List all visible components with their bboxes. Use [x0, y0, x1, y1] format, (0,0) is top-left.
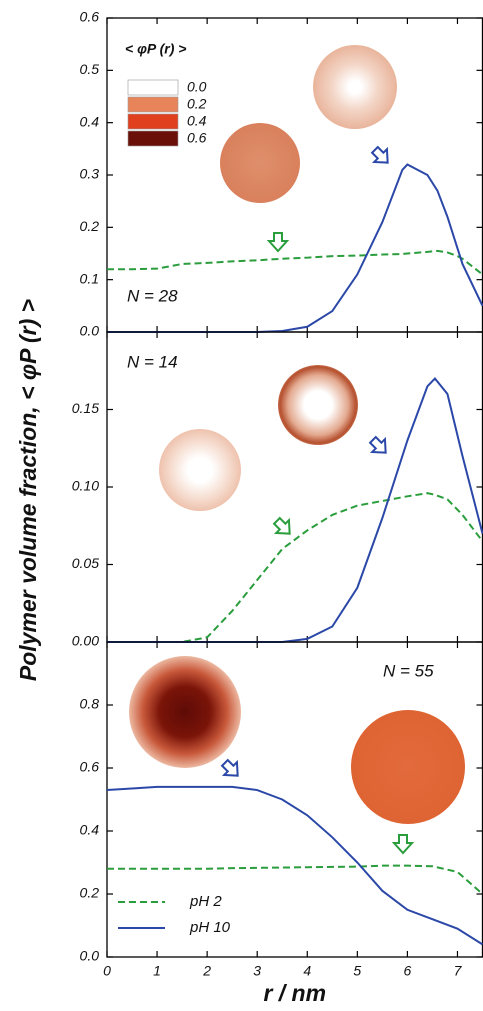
data-line	[106, 785, 483, 946]
density-image	[220, 123, 300, 203]
y-tick-label: 0.3	[80, 166, 100, 182]
data-line	[107, 492, 483, 643]
data-line	[107, 163, 483, 333]
x-tick-label: 2	[202, 963, 211, 979]
arrow	[391, 834, 415, 855]
arrow	[220, 758, 239, 777]
x-tick-label: 1	[153, 963, 161, 979]
y-tick-label: 0.4	[80, 113, 100, 129]
arrow	[368, 435, 387, 454]
x-tick-label: 3	[253, 963, 261, 979]
legend-label: pH 10	[189, 919, 231, 936]
density-image	[313, 45, 397, 129]
colorbar-swatch	[127, 130, 179, 147]
colorbar-label: 0.6	[187, 130, 207, 146]
y-tick-label: 0.0	[80, 323, 100, 339]
arrow	[370, 145, 389, 164]
y-tick-label: 0.4	[80, 822, 100, 838]
density-image	[278, 365, 358, 445]
colorbar-label: 0.0	[187, 79, 207, 95]
y-tick-label: 0.15	[72, 400, 99, 416]
x-tick-label: 4	[303, 963, 311, 979]
annotation: N = 28	[127, 286, 178, 305]
density-image	[159, 429, 241, 511]
y-tick-label: 0.05	[72, 555, 99, 571]
y-tick-label: 0.1	[80, 270, 99, 286]
x-tick-label: 5	[353, 963, 361, 979]
y-axis-label: Polymer volume fraction, < φP (r) >	[15, 299, 41, 681]
annotation: N = 55	[383, 661, 434, 680]
density-image	[129, 656, 241, 768]
y-tick-label: 0.6	[80, 9, 100, 25]
colorbar-label: 0.2	[187, 96, 207, 112]
y-tick-label: 0.5	[80, 61, 100, 77]
colorbar-swatch	[127, 79, 179, 96]
y-tick-label: 0.8	[80, 696, 100, 712]
x-tick-label: 7	[454, 963, 463, 979]
colorbar-swatch	[127, 113, 179, 130]
y-tick-label: 0.2	[80, 218, 100, 234]
x-tick-label: 6	[404, 963, 412, 979]
arrow	[266, 232, 290, 253]
annotation: N = 14	[127, 352, 178, 371]
x-axis-label: r / nm	[263, 980, 326, 1006]
y-tick-label: 0.6	[80, 759, 100, 775]
arrow	[272, 516, 291, 535]
y-tick-label: 0.00	[72, 633, 99, 649]
y-tick-label: 0.0	[80, 948, 100, 964]
colorbar-title: < φP (r) >	[125, 41, 186, 57]
y-tick-label: 0.10	[72, 478, 99, 494]
data-line	[107, 864, 483, 895]
x-tick-label: 0	[103, 963, 111, 979]
colorbar-label: 0.4	[187, 113, 207, 129]
y-tick-label: 0.2	[80, 885, 100, 901]
colorbar-swatch	[127, 96, 179, 113]
density-image	[351, 710, 465, 824]
data-line	[107, 249, 483, 276]
decorations	[129, 45, 465, 855]
legend-label: pH 2	[189, 893, 222, 910]
